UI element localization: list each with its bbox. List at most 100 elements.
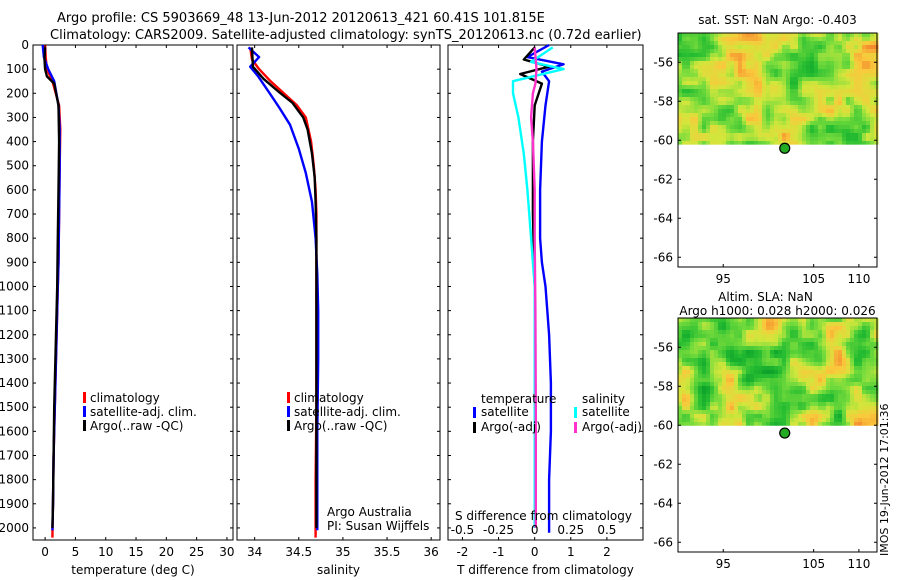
map-cell [846, 366, 851, 371]
map-cell [726, 354, 731, 359]
map-cell [790, 414, 795, 419]
map-x-tick-label: 110 [847, 557, 870, 571]
map-cell [750, 414, 755, 419]
map-cell [866, 109, 871, 114]
map-cell [694, 133, 699, 138]
map-cell [750, 133, 755, 138]
map-cell [794, 125, 799, 130]
map-cell [746, 85, 751, 90]
map-cell [870, 354, 875, 359]
map-cell [734, 125, 739, 130]
map-y-tick-label: -60 [653, 133, 673, 147]
map-cell [834, 61, 839, 66]
map-cell [790, 418, 795, 423]
map-cell [854, 394, 859, 399]
map-cell [830, 350, 835, 355]
map-cell [706, 410, 711, 415]
map-cell [778, 350, 783, 355]
map-cell [682, 326, 687, 331]
map-cell [742, 69, 747, 74]
map-cell [770, 113, 775, 118]
map-cell [714, 109, 719, 114]
map-cell [738, 346, 743, 351]
map-cell [850, 101, 855, 106]
map-x-tick-label: 95 [716, 557, 731, 571]
map-cell [706, 73, 711, 78]
map-cell [702, 350, 707, 355]
map-cell [702, 37, 707, 42]
map-cell [790, 398, 795, 403]
map-cell [826, 101, 831, 106]
map-cell [830, 137, 835, 142]
map-cell [834, 85, 839, 90]
map-cell [726, 109, 731, 114]
map-cell [810, 121, 815, 126]
map-cell [698, 141, 703, 145]
map-cell [842, 37, 847, 42]
map-cell [866, 374, 871, 379]
map-cell [858, 129, 863, 134]
map-cell [778, 382, 783, 387]
map-cell [722, 49, 727, 54]
map-cell [806, 410, 811, 415]
map-cell [770, 382, 775, 387]
map-cell [870, 330, 875, 335]
map-cell [686, 406, 691, 411]
legend-swatch [473, 422, 476, 433]
map-cell [702, 69, 707, 74]
map-cell [862, 390, 867, 395]
map-cell [838, 370, 843, 375]
map-cell [806, 398, 811, 403]
map-cell [870, 89, 875, 94]
map-cell [678, 402, 683, 407]
map-cell [710, 33, 715, 38]
map-cell [718, 121, 723, 126]
map-cell [826, 422, 831, 426]
map-cell [858, 414, 863, 419]
map-cell [714, 129, 719, 134]
map-cell [866, 97, 871, 102]
map-cell [802, 121, 807, 126]
map-cell [758, 121, 763, 126]
map-cell [690, 37, 695, 42]
map-cell [690, 109, 695, 114]
map-cell [810, 137, 815, 142]
map-cell [742, 125, 747, 130]
map-cell [782, 418, 787, 423]
map-y-tick-label: -58 [653, 94, 673, 108]
map-cell [782, 346, 787, 351]
map-cell [738, 49, 743, 54]
map-cell [698, 346, 703, 351]
map-cell [794, 414, 799, 419]
map-cell [858, 342, 863, 347]
map-cell [766, 350, 771, 355]
map-cell [726, 49, 731, 54]
map-cell [718, 338, 723, 343]
map-cell [706, 378, 711, 383]
map-cell [786, 406, 791, 411]
map-cell [746, 49, 751, 54]
map-cell [862, 350, 867, 355]
map-cell [846, 105, 851, 110]
map-cell [686, 322, 691, 327]
map-cell [826, 318, 831, 323]
map-cell [694, 129, 699, 134]
map-cell [710, 398, 715, 403]
map-cell [782, 137, 787, 142]
map-cell [798, 406, 803, 411]
map-cell [842, 318, 847, 323]
map-cell [702, 97, 707, 102]
map-cell [842, 73, 847, 78]
map-cell [766, 81, 771, 86]
map-cell [818, 382, 823, 387]
map-cell [850, 121, 855, 126]
map-cell [706, 382, 711, 387]
map-cell [870, 137, 875, 142]
map-cell [842, 422, 847, 426]
map-cell [838, 402, 843, 407]
map-cell [790, 33, 795, 38]
map-cell [870, 85, 875, 90]
map-cell [866, 358, 871, 363]
map-cell [794, 97, 799, 102]
map-cell [834, 394, 839, 399]
